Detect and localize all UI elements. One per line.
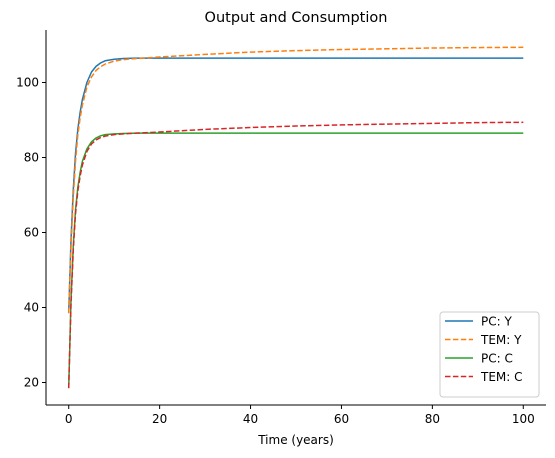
series-line-pc-y <box>67 57 524 314</box>
chart-title: Output and Consumption <box>205 10 388 26</box>
series-line-tem-c <box>67 121 524 389</box>
legend-label-pc-y: PC: Y <box>481 315 512 329</box>
x-tick-label: 0 <box>65 412 73 426</box>
x-tick-label: 40 <box>243 412 258 426</box>
x-tick-label: 80 <box>425 412 440 426</box>
y-tick-label: 100 <box>16 76 39 90</box>
x-tick-label: 100 <box>512 412 535 426</box>
legend: PC: Y TEM: Y PC: C TEM: C <box>439 311 540 398</box>
legend-label-tem-y: TEM: Y <box>480 333 522 347</box>
y-ticks: 20 40 60 80 100 <box>16 76 46 390</box>
plot-area <box>67 46 524 389</box>
x-tick-label: 20 <box>152 412 167 426</box>
axes <box>45 30 546 406</box>
legend-label-tem-c: TEM: C <box>480 370 523 384</box>
x-ticks: 0 20 40 60 80 100 <box>65 405 535 426</box>
x-tick-label: 60 <box>334 412 349 426</box>
y-tick-label: 20 <box>24 376 39 390</box>
x-axis-title: Time (years) <box>257 433 334 447</box>
y-tick-label: 60 <box>24 226 39 240</box>
y-tick-label: 40 <box>24 301 39 315</box>
y-tick-label: 80 <box>24 151 39 165</box>
legend-label-pc-c: PC: C <box>481 352 513 366</box>
series-line-tem-y <box>67 46 524 314</box>
